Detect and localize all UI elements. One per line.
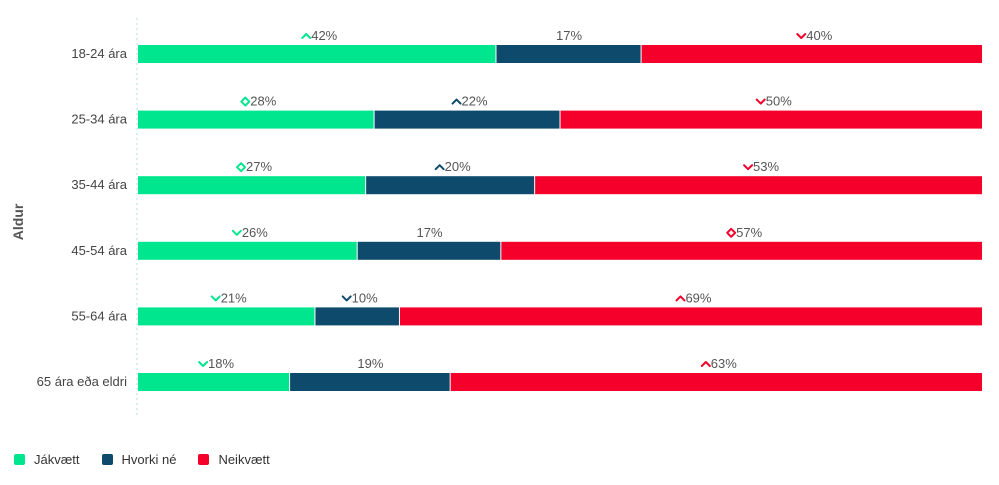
trend-diamond-icon [726,227,737,238]
bar-row-25-34-ara: 25-34 ára 28% 22% 50% [71,94,982,129]
bar-row-45-54-ara: 45-54 ára 26% 17% 57% [71,225,982,260]
bar-segment-jakv-tt-65-ara-e-a-eldri[interactable] [138,373,290,391]
category-label-35-44-ara: 35-44 ára [71,177,127,192]
data-label-neikv-tt-25-34-ara: 50% [766,94,792,109]
trend-up-icon [434,164,445,171]
bar-segment-neikv-tt-45-54-ara[interactable] [501,241,982,260]
data-label-neikv-tt-45-54-ara: 57% [736,225,762,240]
legend-item-jakvaett[interactable]: Jákvætt [14,452,80,467]
bar-segment-neikv-tt-35-44-ara[interactable] [535,176,982,195]
bar-segment-jakv-tt-55-64-ara[interactable] [138,307,315,326]
trend-up-icon [301,33,312,39]
category-label-55-64-ara: 55-64 ára [71,308,127,323]
legend: Jákvætt Hvorki né Neikvætt [14,452,292,467]
bar-segment-jakv-tt-45-54-ara[interactable] [138,241,357,260]
data-label-jakv-tt-65-ara-e-a-eldri: 18% [208,356,234,371]
legend-label-hvorki-ne: Hvorki né [121,452,177,467]
bar-segment-hvorki-ne-25-34-ara[interactable] [374,110,560,129]
bar-segment-jakv-tt-25-34-ara[interactable] [138,110,374,129]
bar-segment-neikv-tt-65-ara-e-a-eldri[interactable] [450,373,982,391]
bar-segment-neikv-tt-55-64-ara[interactable] [399,307,982,326]
data-label-jakv-tt-45-54-ara: 26% [242,225,268,240]
data-label-jakv-tt-35-44-ara: 27% [246,159,272,174]
trend-up-icon [700,361,711,367]
data-label-neikv-tt-65-ara-e-a-eldri: 63% [711,356,737,371]
bar-row-35-44-ara: 35-44 ára 27% 20% 53% [71,159,982,195]
legend-item-hvorki-ne[interactable]: Hvorki né [101,452,177,467]
bar-row-65-ara-e-a-eldri: 65 ára eða eldri 18% 19% 63% [37,356,982,391]
data-label-neikv-tt-55-64-ara: 69% [685,290,711,305]
legend-label-neikvaett: Neikvætt [218,452,270,467]
bars-layer: 18-24 ára 42% 17% 40% 25-34 ára 28% 22% 50% 35-4… [37,28,982,391]
data-label-jakv-tt-25-34-ara: 28% [250,94,276,109]
trend-up-icon [451,98,462,105]
bar-segment-hvorki-ne-55-64-ara[interactable] [315,307,399,326]
trend-down-icon [341,295,352,302]
trend-down-icon [198,361,209,367]
data-label-hvorki-ne-55-64-ara: 10% [352,290,378,305]
bar-segment-jakv-tt-35-44-ara[interactable] [138,176,366,195]
legend-item-neikvaett[interactable]: Neikvætt [198,452,270,467]
data-label-jakv-tt-55-64-ara: 21% [221,290,247,305]
bar-segment-neikv-tt-18-24-ara[interactable] [641,45,982,63]
trend-up-icon [675,295,686,302]
legend-swatch-hvorki-ne [101,454,113,465]
data-label-hvorki-ne-35-44-ara: 20% [445,159,471,174]
stacked-bar-chart: Aldur 18-24 ára 42% 17% 40% 25-34 ára 28% 22% 5… [10,18,982,418]
y-axis-title: Aldur [10,203,26,240]
legend-swatch-neikvaett [198,454,210,465]
data-label-hvorki-ne-18-24-ara: 17% [556,28,582,43]
data-label-hvorki-ne-25-34-ara: 22% [462,94,488,109]
data-label-neikv-tt-18-24-ara: 40% [806,28,832,43]
data-label-hvorki-ne-45-54-ara: 17% [417,225,443,240]
bar-segment-neikv-tt-25-34-ara[interactable] [560,110,983,129]
bar-segment-jakv-tt-18-24-ara[interactable] [138,45,496,63]
category-label-65-ara-e-a-eldri: 65 ára eða eldri [37,374,127,389]
trend-diamond-icon [240,96,251,107]
bar-row-18-24-ara: 18-24 ára 42% 17% 40% [71,28,982,63]
category-label-45-54-ara: 45-54 ára [71,243,127,258]
bar-segment-hvorki-ne-45-54-ara[interactable] [357,241,501,260]
data-label-neikv-tt-35-44-ara: 53% [753,159,779,174]
trend-down-icon [210,295,221,302]
data-label-jakv-tt-18-24-ara: 42% [311,28,337,43]
legend-swatch-jakvaett [14,454,25,465]
trend-down-icon [796,33,807,39]
trend-down-icon [755,98,766,105]
bar-row-55-64-ara: 55-64 ára 21% 10% 69% [71,290,982,326]
bar-segment-hvorki-ne-35-44-ara[interactable] [366,176,535,195]
legend-label-jakvaett: Jákvætt [34,452,80,467]
bar-segment-hvorki-ne-65-ara-e-a-eldri[interactable] [290,373,450,391]
trend-down-icon [231,229,242,236]
bar-segment-hvorki-ne-18-24-ara[interactable] [496,45,641,63]
data-label-hvorki-ne-65-ara-e-a-eldri: 19% [357,356,383,371]
trend-diamond-icon [236,162,247,173]
category-label-25-34-ara: 25-34 ára [71,112,127,127]
trend-down-icon [743,164,754,171]
category-label-18-24-ara: 18-24 ára [71,46,127,61]
